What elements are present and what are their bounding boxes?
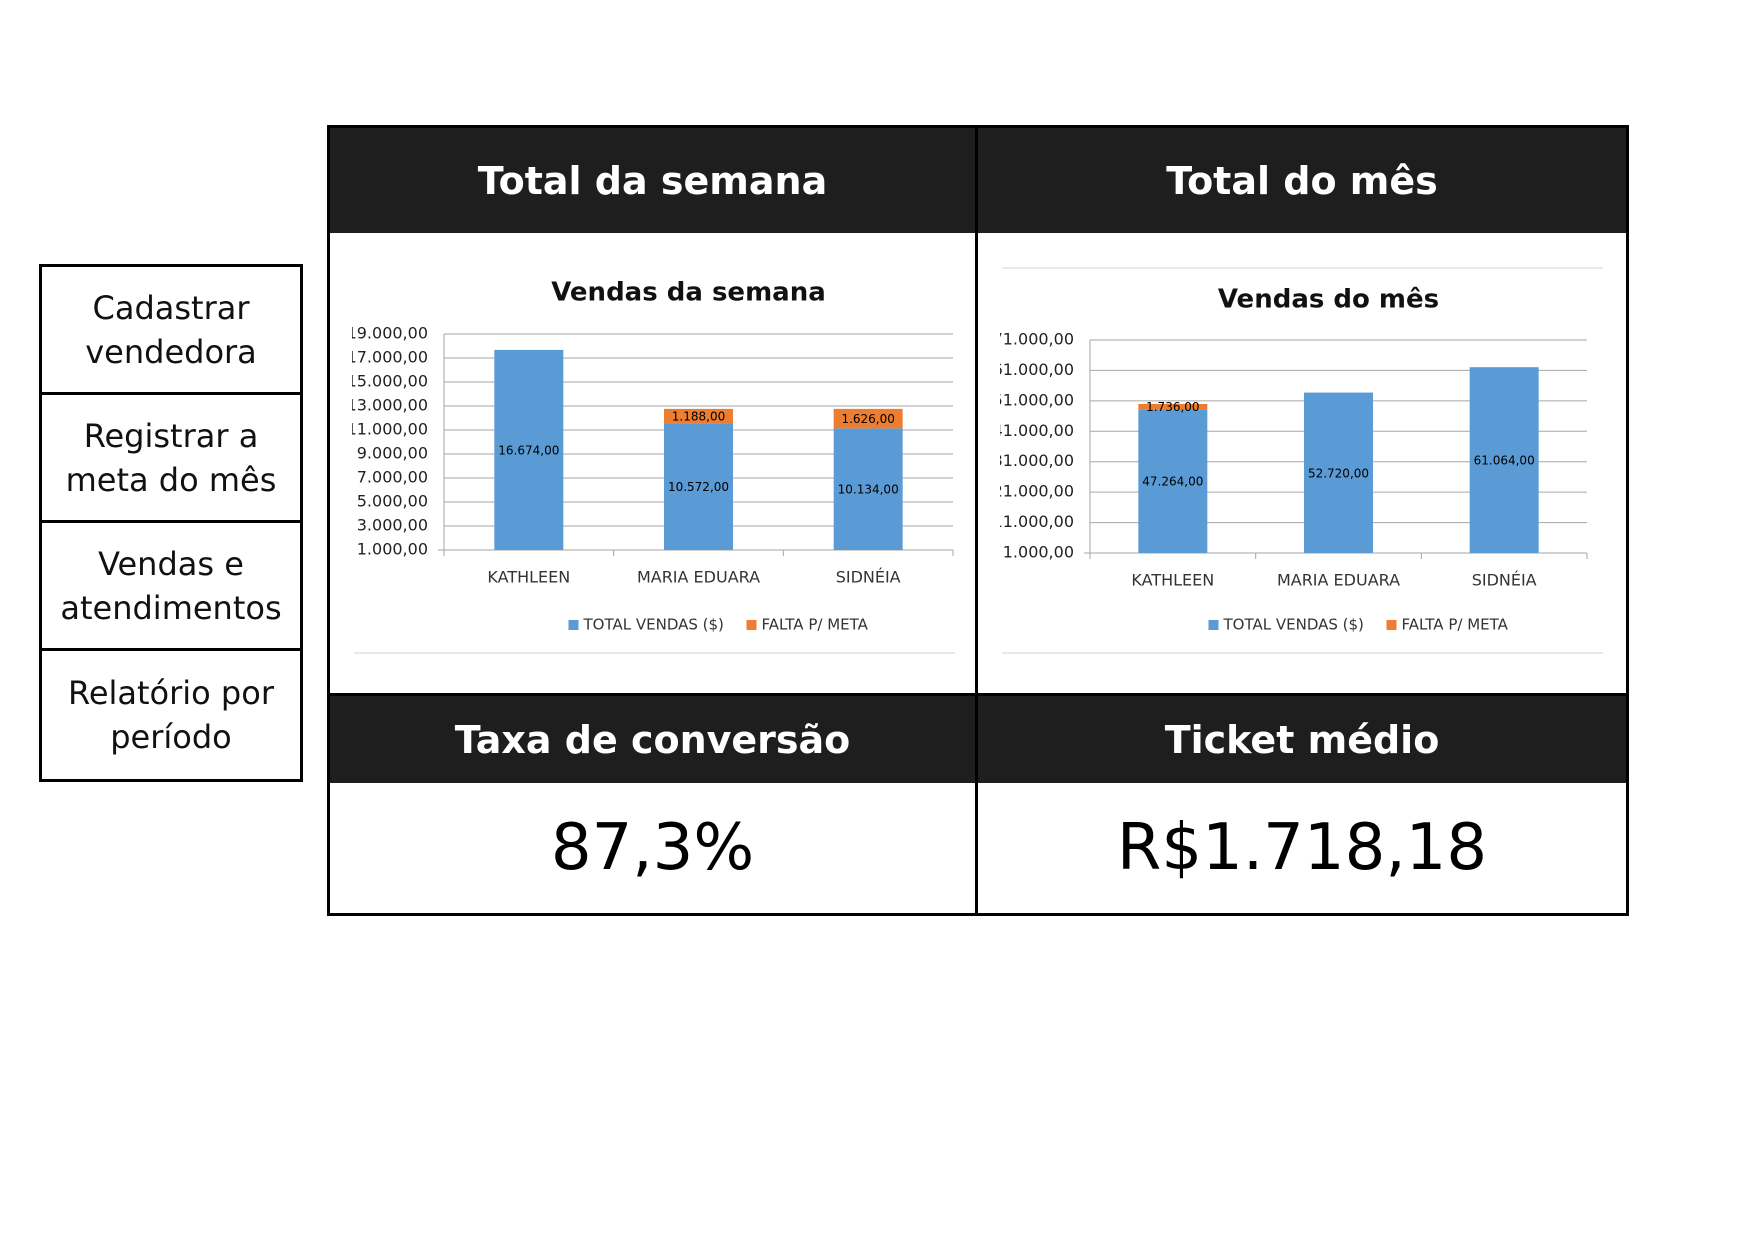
panel-header: Taxa de conversão [330,693,978,783]
legend-label: TOTAL VENDAS ($) [583,616,724,634]
menu-item[interactable]: Relatório por período [68,674,274,756]
chart: 1.000,00 3.000,00 5.000,00 7.000,00 9.000,00… [347,278,955,654]
y-tick-label: 1.000,00 [1003,543,1074,562]
chart: 1.000,00 11.000,00 21.000,00 31.000,00 41.00… [993,267,1603,654]
menu-item[interactable]: Registrar a meta do mês [42,395,300,523]
chart-title: Vendas do mês [1218,285,1439,315]
y-tick-label: 11.000,00 [993,512,1074,531]
bar-segment [1138,403,1208,410]
bar-segment [1138,409,1208,553]
data-label: 1.736,00 [1146,400,1199,414]
y-tick-label: 21.000,00 [993,482,1074,501]
bar-segment [833,428,903,550]
panel-header: Ticket médio [978,693,1626,783]
bar-segment [664,423,733,550]
chart-title: Vendas da semana [551,278,826,308]
data-label: 1.188,00 [672,410,725,424]
kpi-value: 87,3% [330,783,978,913]
bar-segment [833,408,903,429]
y-tick-label: 13.000,00 [347,396,428,415]
legend-swatch [746,620,757,630]
y-tick-label: 19.000,00 [347,324,428,343]
x-tick-label: MARIA EDUARA [637,568,760,587]
data-label: 61.064,00 [1474,454,1535,468]
y-tick-label: 41.000,00 [993,421,1074,440]
bar-segment [494,349,564,550]
bar-segment [1304,392,1373,553]
x-tick-label: KATHLEEN [487,568,570,587]
y-tick-label: 9.000,00 [357,444,428,463]
kpi-value: R$1.718,18 [978,783,1626,913]
chart-panel: 1.000,00 11.000,00 21.000,00 31.000,00 41.00… [978,233,1626,693]
bar-segment [1469,367,1539,553]
legend-label: FALTA P/ META [762,616,869,634]
y-tick-label: 11.000,00 [347,420,428,439]
y-tick-label: 5.000,00 [357,492,428,511]
y-tick-label: 51.000,00 [993,390,1074,409]
y-tick-label: 3.000,00 [357,516,428,535]
legend-swatch [568,620,579,630]
panel-header: Total do mês [978,128,1626,233]
menu-item[interactable]: Vendas e atendimentos [42,523,300,651]
x-tick-label: SIDNÉIA [1472,571,1537,590]
y-tick-label: 71.000,00 [993,330,1074,349]
x-tick-label: KATHLEEN [1131,571,1214,590]
data-label: 1.626,00 [841,412,894,426]
y-tick-label: 17.000,00 [347,348,428,367]
panel-header: Total da semana [330,128,978,233]
data-label: 16.674,00 [498,443,559,457]
legend-label: TOTAL VENDAS ($) [1223,616,1364,634]
side-menu: Cadastrar vendedora Registrar a meta do … [39,264,303,782]
legend-swatch [1386,620,1397,630]
data-label: 10.572,00 [668,480,729,494]
y-tick-label: 15.000,00 [347,372,428,391]
y-tick-label: 61.000,00 [993,360,1074,379]
data-label: 52.720,00 [1308,466,1369,480]
y-tick-label: 31.000,00 [993,451,1074,470]
y-tick-label: 7.000,00 [357,468,428,487]
menu-item[interactable]: Cadastrar vendedora [42,267,300,395]
dashboard: Total da semana Total do mês 1.000,00 3.0… [327,125,1629,916]
chart-panel: 1.000,00 3.000,00 5.000,00 7.000,00 9.000,00… [330,233,978,693]
legend-swatch [1208,620,1219,630]
data-label: 47.264,00 [1142,475,1203,489]
bar-segment [664,408,733,424]
tick-label-group: 1.000,00 3.000,00 5.000,00 7.000,00 9.000,00… [347,324,428,559]
tick-label-group: 1.000,00 11.000,00 21.000,00 31.000,00 41.00… [993,330,1074,562]
data-label: 10.134,00 [838,483,899,497]
x-tick-label: MARIA EDUARA [1277,571,1400,590]
x-tick-label: SIDNÉIA [836,568,901,587]
legend-label: FALTA P/ META [1402,616,1509,634]
y-tick-label: 1.000,00 [357,540,428,559]
